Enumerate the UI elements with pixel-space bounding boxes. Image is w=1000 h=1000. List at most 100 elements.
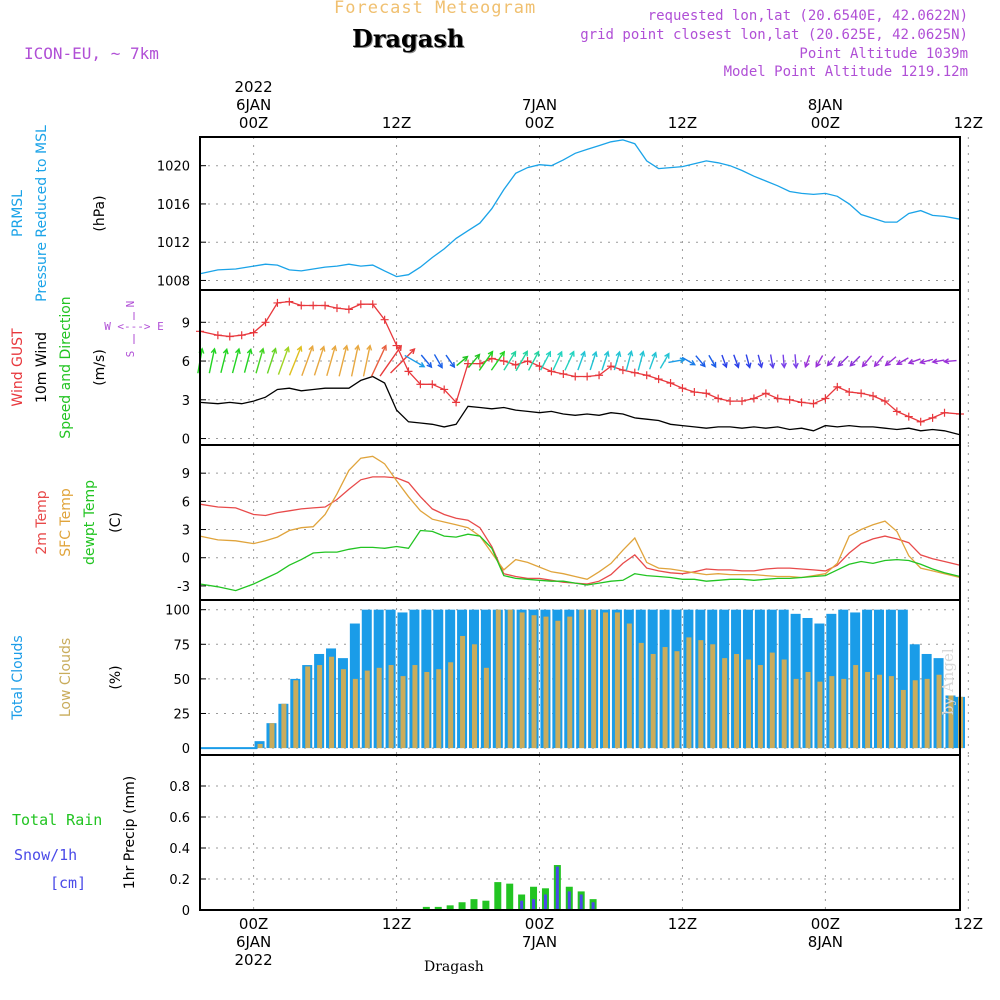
low-cloud-bar: [626, 623, 632, 749]
wind-vector: [919, 358, 934, 365]
gust-marker: [630, 368, 639, 377]
y-tick-label-temperature: 3: [182, 524, 190, 539]
low-cloud-bar: [841, 678, 847, 749]
y-tick-label-precip: 0.8: [169, 780, 190, 795]
wind-vector-head: [210, 347, 217, 354]
wind-vector-head: [942, 358, 950, 365]
wind-vector: [659, 352, 670, 369]
wind-vector-head: [580, 350, 586, 357]
wind-vector-shaft: [243, 349, 252, 373]
wind-vector: [745, 354, 752, 369]
low-cloud-bar: [603, 612, 609, 749]
snow-bar: [591, 902, 595, 910]
wind-vector-head: [499, 350, 506, 357]
wind-vector-shaft: [721, 354, 727, 368]
wind-vector-shaft: [370, 345, 387, 377]
y-tick-label-precip: 0.2: [169, 873, 190, 888]
panel-label-clouds: Low Clouds: [58, 638, 74, 717]
y-tick-label-pressure: 1008: [157, 274, 190, 289]
product-title: Forecast Meteogram: [334, 0, 537, 18]
wind-vector-head: [284, 346, 290, 353]
gust-marker: [761, 389, 770, 398]
wind-vector-head: [651, 351, 658, 358]
gust-marker: [404, 367, 413, 376]
gust-marker: [273, 298, 282, 307]
point-altitude: Point Altitude 1039m: [799, 46, 968, 62]
wind-vector-head: [627, 349, 634, 357]
footer-location: Dragash: [424, 959, 484, 975]
rain-bar: [458, 902, 466, 910]
gust-marker: [440, 385, 449, 394]
wind-vector: [648, 351, 658, 370]
wind-vector: [552, 350, 563, 371]
wind-vector-head: [419, 362, 426, 368]
wind-vector-shaft: [932, 359, 945, 363]
rain-bar: [482, 900, 490, 910]
wind-vector-shaft: [490, 351, 505, 371]
wind-vector-shaft: [552, 351, 563, 371]
wind-vector: [780, 354, 787, 369]
low-cloud-bar: [722, 658, 728, 749]
low-cloud-bar: [912, 680, 918, 749]
panel-label-clouds: (%): [108, 665, 124, 689]
wind-vector-head: [396, 344, 402, 352]
gust-marker: [869, 391, 878, 400]
low-cloud-bar: [853, 665, 859, 749]
panel-label-temperature: (C): [108, 512, 124, 533]
y-tick-label-wind: 6: [182, 355, 190, 370]
low-cloud-bar: [781, 659, 787, 749]
wind-vector: [564, 350, 575, 371]
wind-vector: [490, 350, 506, 371]
snow-bar: [532, 899, 536, 910]
wind-vector-shaft: [827, 356, 836, 366]
top-time-label: 8JAN: [808, 96, 843, 114]
wind-vector: [792, 354, 799, 370]
wind-vector-shaft: [613, 351, 621, 371]
gust-marker: [523, 357, 532, 366]
wind-vector-shaft: [849, 355, 861, 367]
y-tick-label-precip: 0.6: [169, 811, 190, 826]
wind-vector-head: [837, 360, 844, 368]
wind-vector: [896, 357, 909, 365]
wind-vector-shaft: [420, 354, 432, 368]
panel-label-wind: (m/s): [92, 349, 108, 386]
bottom-time-label: 8JAN: [808, 933, 843, 951]
wind-vector: [370, 344, 387, 377]
y-tick-label-temperature: 9: [182, 467, 190, 482]
gust-marker: [928, 413, 937, 422]
wind-vector: [503, 350, 517, 371]
wind-vector-shaft: [815, 355, 824, 367]
bottom-time-label: 12Z: [668, 915, 697, 933]
low-cloud-bar: [436, 669, 442, 749]
wind-vector-head: [296, 345, 303, 352]
panel-label-pressure: (hPa): [92, 195, 108, 231]
legend-snow-unit: [cm]: [50, 874, 86, 892]
panel-frame-temperature: [199, 444, 961, 601]
gust-marker: [475, 359, 484, 368]
wind-vector-shaft: [733, 354, 739, 368]
wind-vector-shaft: [920, 358, 934, 364]
wind-vector-shaft: [681, 356, 696, 366]
gust-marker: [285, 297, 294, 306]
wind-vector-shaft: [404, 354, 425, 368]
gust-marker: [690, 388, 699, 397]
wind-vector-shaft: [885, 356, 897, 366]
y-tick-label-temperature: 0: [182, 552, 190, 567]
wind-vector-head: [884, 360, 891, 367]
wind-vector-head: [474, 353, 481, 360]
wind-vector-shaft: [277, 347, 290, 375]
bottom-time-label: 12Z: [954, 915, 983, 933]
wind-vector: [445, 354, 456, 369]
wind-vector-head: [873, 361, 880, 368]
wind-vector-head: [803, 361, 810, 369]
low-cloud-bar: [888, 676, 894, 749]
low-cloud-bar: [745, 659, 751, 749]
series-line-sfc-temp: [199, 455, 961, 580]
low-cloud-bar: [865, 671, 871, 749]
gust-marker: [309, 301, 318, 310]
series-line-wind-gust: [199, 300, 961, 423]
wind-vector: [255, 347, 265, 374]
low-cloud-bar: [650, 653, 656, 749]
wind-vector-head: [557, 350, 563, 358]
panel-label-temperature: SFC Temp: [58, 488, 74, 557]
